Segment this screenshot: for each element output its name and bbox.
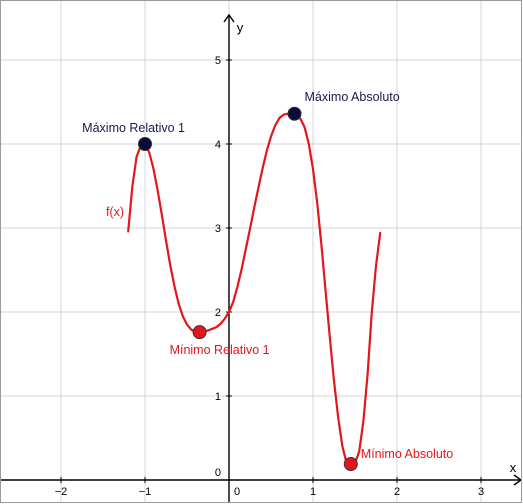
extrema-points: Máximo Relativo 1 Máximo Absoluto Mínimo R…: [82, 90, 453, 472]
y-tick-label: 2: [215, 307, 221, 319]
point-label: Mínimo Relativo 1: [170, 343, 270, 357]
x-axis-arrow-icon: [513, 474, 521, 486]
x-tick-label: −2: [55, 486, 68, 498]
function-curves: f(x): [106, 112, 382, 466]
y-tick-label: 1: [215, 391, 221, 403]
point-label: Máximo Relativo 1: [82, 121, 185, 135]
y-axis-arrow-icon: [223, 13, 235, 23]
y-tick-label: 3: [215, 223, 221, 235]
x-tick-label: −1: [139, 486, 152, 498]
x-tick-label: 3: [478, 486, 484, 498]
data-point: [287, 106, 302, 121]
data-point: [343, 457, 358, 472]
x-tick-label: 2: [394, 486, 400, 498]
data-point: [192, 325, 207, 340]
y-tick-label: 4: [215, 139, 221, 151]
point-label: Máximo Absoluto: [305, 90, 400, 104]
data-point: [138, 137, 152, 151]
y-axis-label: y: [237, 20, 244, 35]
x-tick-label: 1: [310, 486, 316, 498]
point-label: Mínimo Absoluto: [361, 447, 453, 461]
y-tick-label: 0: [215, 467, 221, 479]
axes: [1, 13, 521, 502]
x-tick-label: 0: [234, 486, 240, 498]
function-label: f(x): [106, 205, 124, 219]
x-axis-label: x: [510, 460, 517, 475]
y-tick-label: 5: [215, 55, 221, 67]
series-line: [127, 112, 382, 466]
tick-labels: −2 −1 0 1 2 3 0 1 2 3 4 5 x y: [55, 20, 517, 498]
